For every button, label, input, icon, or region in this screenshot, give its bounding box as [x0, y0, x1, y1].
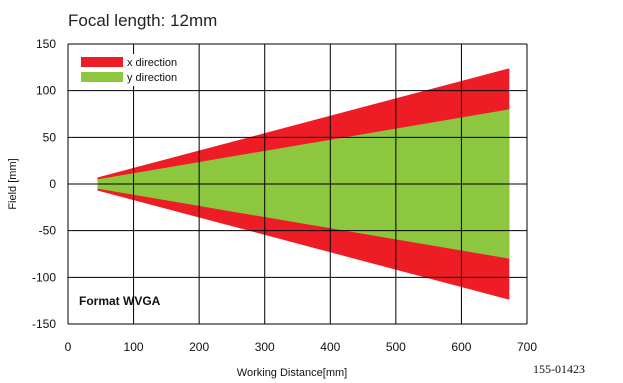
x-tick-label: 600: [451, 340, 471, 354]
legend: x direction y direction: [78, 54, 186, 86]
legend-label-y-direction: y direction: [127, 72, 177, 84]
legend-label-x-direction: x direction: [127, 57, 177, 69]
y-tick-label: 100: [36, 84, 56, 98]
x-tick-label: 200: [189, 340, 209, 354]
x-tick-label: 700: [517, 340, 537, 354]
y-tick-label: 150: [36, 37, 56, 51]
y-tick-labels: 150 100 50 0 -50 -100 -150: [32, 37, 56, 331]
y-tick-label: -150: [32, 317, 56, 331]
y-axis-label: Field [mm]: [7, 158, 19, 209]
x-tick-labels: 0 100 200 300 400 500 600 700: [65, 340, 538, 354]
chart-title: Focal length: 12mm: [68, 11, 217, 30]
y-tick-label: -100: [32, 270, 56, 284]
y-tick-label: 0: [49, 177, 56, 191]
figure-code: 155-01423: [533, 362, 585, 376]
legend-swatch-x-direction: [81, 57, 123, 67]
y-tick-label: 50: [43, 130, 57, 144]
x-tick-label: 400: [320, 340, 340, 354]
grid: [67, 43, 528, 325]
format-annotation: Format WVGA: [79, 294, 161, 308]
y-tick-label: -50: [39, 224, 57, 238]
x-axis-label: Working Distance[mm]: [237, 367, 347, 379]
x-tick-label: 100: [124, 340, 144, 354]
legend-swatch-y-direction: [81, 72, 123, 82]
x-tick-label: 300: [255, 340, 275, 354]
x-tick-label: 500: [386, 340, 406, 354]
x-tick-label: 0: [65, 340, 72, 354]
